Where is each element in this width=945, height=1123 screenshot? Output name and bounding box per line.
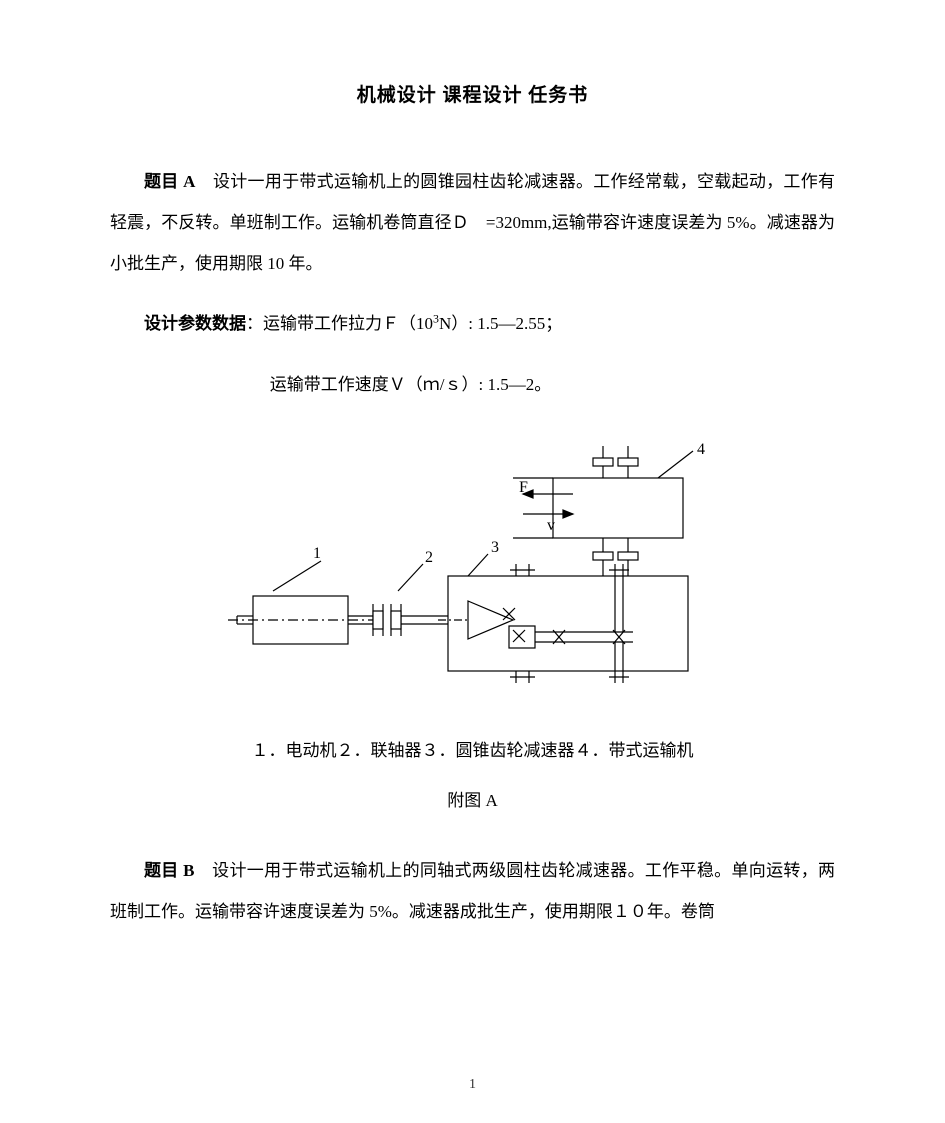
figure-label: 附图 A [110,786,835,811]
fig-mark-2: 2 [425,549,433,566]
problem-b-body: 设计一用于带式运输机上的同轴式两级圆柱齿轮减速器。工作平稳。单向运转，两班制工作… [110,861,835,921]
fig-mark-4: 4 [697,441,705,458]
design-params-label: 设计参数数据 [144,314,246,333]
design-params-l1b: N）: 1.5—2.55； [439,314,562,333]
fig-mark-1: 1 [313,545,321,562]
document-page: 机械设计 课程设计 任务书 题目 A 设计一用于带式运输机上的圆锥园柱齿轮减速器… [0,0,945,1123]
design-params-l1a: ：运输带工作拉力Ｆ（10 [246,314,433,333]
page-number: 1 [0,1077,945,1093]
problem-b-paragraph: 题目 B 设计一用于带式运输机上的同轴式两级圆柱齿轮减速器。工作平稳。单向运转，… [110,851,835,933]
problem-a-body: 设计一用于带式运输机上的圆锥园柱齿轮减速器。工作经常载，空载起动，工作有轻震，不… [110,172,835,273]
problem-b-label: 题目 B [144,861,195,880]
doc-title: 机械设计 课程设计 任务书 [110,80,835,107]
design-params-line1: 设计参数数据：运输带工作拉力Ｆ（103N）: 1.5—2.55； [110,304,835,345]
figure-a: 1 2 3 4 F v [110,436,835,711]
problem-a-paragraph: 题目 A 设计一用于带式运输机上的圆锥园柱齿轮减速器。工作经常载，空载起动，工作… [110,162,835,284]
fig-mark-v: v [547,517,555,534]
fig-mark-F: F [519,479,528,496]
schematic-svg: 1 2 3 4 F v [213,436,733,706]
design-params-line2: 运输带工作速度Ｖ（ｍ/ｓ）: 1.5—2。 [110,365,835,406]
problem-a-label: 题目 A [144,172,195,191]
figure-caption: １．电动机２．联轴器３．圆锥齿轮减速器４．带式运输机 [110,736,835,761]
fig-mark-3: 3 [491,539,499,556]
